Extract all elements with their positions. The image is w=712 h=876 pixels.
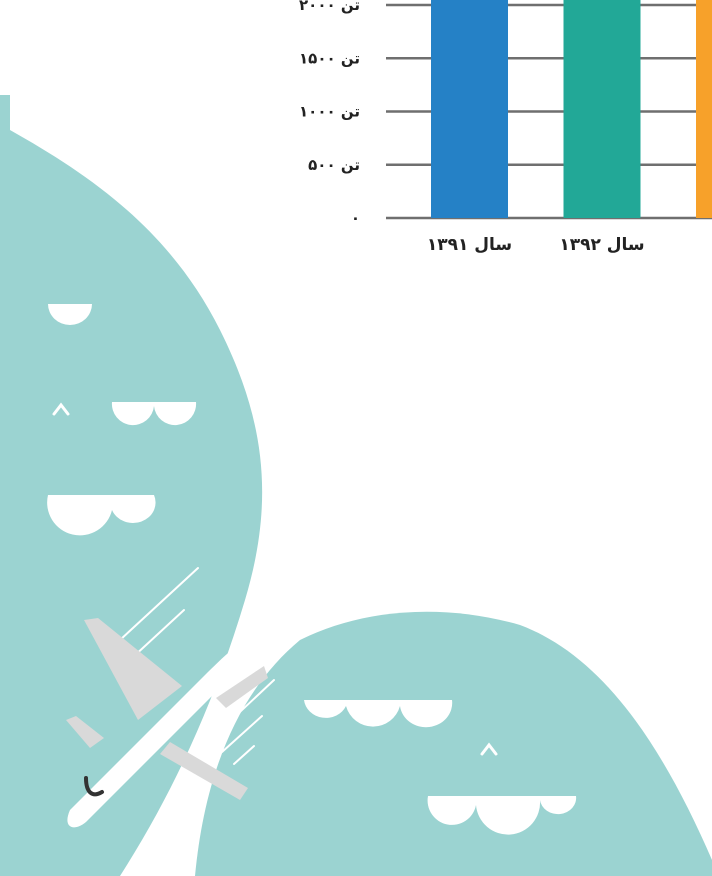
y-tick-label: ۰ [351,209,360,227]
cloud-shape [111,402,197,426]
y-tick-label: ۲۰۰۰ تن [299,0,360,14]
bird-shape [52,402,70,416]
bar [696,0,712,218]
airplane-icon [66,618,268,828]
bird-shape [480,742,498,756]
x-tick-label: سال ۱۳۹۱ [427,235,512,255]
y-tick-label: ۱۵۰۰ تن [299,49,360,67]
motion-lines [119,567,275,765]
bar [563,0,641,218]
y-tick-label: ۱۰۰۰ تن [299,103,360,121]
cloud-shape [427,796,577,835]
left-hill [0,95,263,876]
y-axis-ticks: ۰ ۵۰۰ تن ۱۰۰۰ تن ۱۵۰۰ تن ۲۰۰۰ تن [299,0,360,227]
cloud-shape [304,700,453,728]
bar-series [431,0,712,218]
x-tick-label: سال ۱۳۹۲ [559,235,644,255]
y-tick-label: ۵۰۰ تن [308,156,360,174]
cloud-shape [47,495,156,536]
cockpit-window [84,776,104,797]
cloud-shape [48,304,92,325]
bar [431,0,508,218]
right-hill [195,611,712,876]
